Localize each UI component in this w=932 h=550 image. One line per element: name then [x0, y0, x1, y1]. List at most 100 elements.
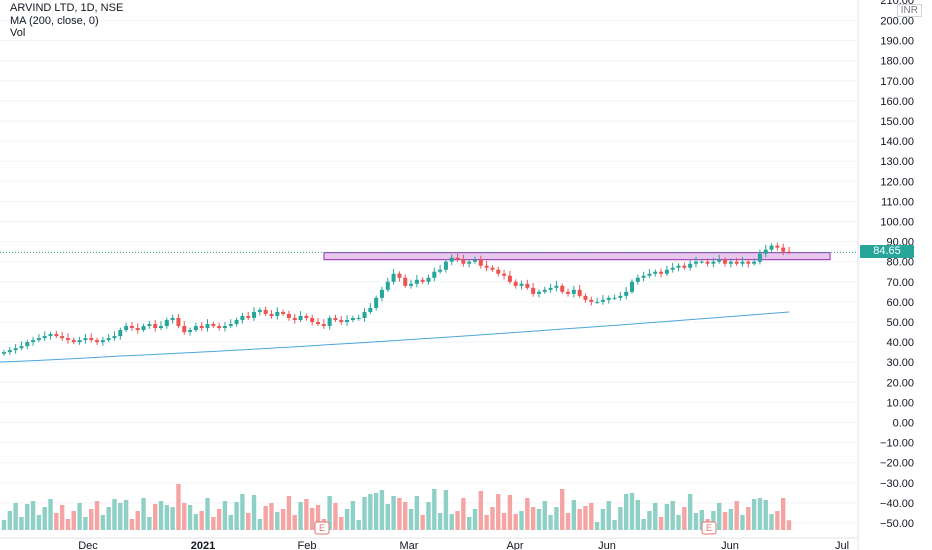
candle-body[interactable] [746, 261, 751, 264]
candle-body[interactable] [624, 291, 629, 296]
candle-body[interactable] [397, 273, 402, 278]
candle-body[interactable] [71, 340, 76, 343]
candle-body[interactable] [606, 297, 611, 300]
candle-body[interactable] [19, 346, 24, 349]
candle-body[interactable] [269, 313, 274, 316]
candle-body[interactable] [246, 315, 251, 318]
candle-body[interactable] [711, 261, 716, 264]
candle-body[interactable] [612, 297, 617, 299]
candle-body[interactable] [484, 265, 489, 268]
candle-body[interactable] [193, 326, 198, 331]
candle-body[interactable] [577, 289, 582, 296]
candle-body[interactable] [455, 257, 460, 260]
candle-body[interactable] [356, 317, 361, 319]
candle-body[interactable] [699, 261, 704, 263]
candle-body[interactable] [135, 328, 140, 331]
candle-body[interactable] [83, 338, 88, 341]
candle-body[interactable] [664, 269, 669, 274]
candle-body[interactable] [536, 291, 541, 294]
candle-body[interactable] [752, 261, 757, 264]
candle-body[interactable] [153, 324, 158, 329]
candle-body[interactable] [705, 261, 710, 264]
candle-body[interactable] [443, 261, 448, 270]
candle-body[interactable] [787, 251, 791, 253]
candle-body[interactable] [205, 324, 210, 329]
candle-body[interactable] [345, 319, 350, 322]
candle-body[interactable] [141, 326, 146, 331]
candle-body[interactable] [682, 265, 687, 268]
candle-body[interactable] [368, 307, 373, 312]
candle-body[interactable] [496, 269, 501, 274]
candle-body[interactable] [252, 311, 257, 318]
candle-body[interactable] [688, 263, 693, 268]
candle-body[interactable] [740, 261, 745, 264]
candle-body[interactable] [286, 313, 291, 318]
candle-body[interactable] [478, 259, 483, 266]
symbol-title[interactable]: ARVIND LTD, 1D, NSE [10, 2, 124, 14]
candle-body[interactable] [659, 271, 664, 274]
candle-body[interactable] [170, 317, 175, 320]
candle-body[interactable] [275, 311, 280, 316]
candle-body[interactable] [257, 309, 262, 312]
candle-body[interactable] [647, 273, 652, 276]
candle-body[interactable] [566, 291, 571, 294]
candle-body[interactable] [525, 283, 530, 288]
candle-body[interactable] [775, 245, 780, 248]
candle-body[interactable] [473, 259, 477, 262]
candle-body[interactable] [310, 317, 315, 322]
candle-body[interactable] [571, 289, 576, 294]
candle-body[interactable] [106, 338, 111, 341]
candle-body[interactable] [31, 340, 36, 343]
candle-body[interactable] [403, 277, 408, 286]
candle-body[interactable] [112, 336, 117, 339]
candle-body[interactable] [304, 315, 309, 318]
candle-body[interactable] [124, 326, 129, 331]
candle-body[interactable] [548, 287, 553, 290]
candle-body[interactable] [502, 273, 507, 276]
candle-body[interactable] [519, 283, 524, 286]
candle-body[interactable] [554, 285, 559, 288]
candle-body[interactable] [54, 334, 59, 337]
candle-body[interactable] [670, 267, 675, 270]
candle-body[interactable] [379, 289, 384, 298]
candle-body[interactable] [635, 277, 640, 282]
candle-body[interactable] [316, 322, 320, 325]
candle-body[interactable] [333, 317, 338, 320]
candle-body[interactable] [763, 249, 768, 254]
candle-body[interactable] [13, 348, 18, 351]
candle-body[interactable] [723, 259, 728, 264]
earnings-marker[interactable]: E [314, 521, 330, 535]
candle-body[interactable] [292, 317, 297, 320]
candle-body[interactable] [362, 311, 367, 318]
candle-body[interactable] [589, 299, 594, 302]
candle-body[interactable] [618, 295, 623, 298]
candle-body[interactable] [77, 340, 82, 343]
candle-body[interactable] [182, 326, 187, 333]
candle-body[interactable] [298, 315, 303, 320]
currency-badge[interactable]: INR [896, 4, 922, 17]
candle-body[interactable] [211, 324, 216, 327]
candle-body[interactable] [188, 330, 193, 333]
candle-body[interactable] [118, 330, 123, 337]
candle-body[interactable] [374, 297, 379, 308]
candle-body[interactable] [432, 271, 437, 278]
candle-body[interactable] [542, 289, 547, 292]
candle-body[interactable] [781, 247, 786, 252]
candle-body[interactable] [693, 261, 698, 264]
candle-body[interactable] [507, 275, 512, 282]
candle-body[interactable] [129, 326, 134, 329]
candle-body[interactable] [228, 324, 233, 327]
candle-body[interactable] [199, 326, 204, 329]
candle-body[interactable] [513, 281, 518, 286]
candle-body[interactable] [391, 273, 396, 282]
ma-indicator-label[interactable]: MA (200, close, 0) [10, 14, 99, 27]
candle-body[interactable] [321, 324, 326, 327]
candle-body[interactable] [65, 338, 70, 341]
candle-body[interactable] [531, 287, 536, 294]
candle-body[interactable] [414, 279, 419, 284]
candle-body[interactable] [583, 295, 588, 300]
candle-body[interactable] [734, 261, 739, 264]
candle-body[interactable] [350, 317, 355, 320]
candle-body[interactable] [25, 342, 30, 347]
candle-body[interactable] [757, 253, 762, 262]
